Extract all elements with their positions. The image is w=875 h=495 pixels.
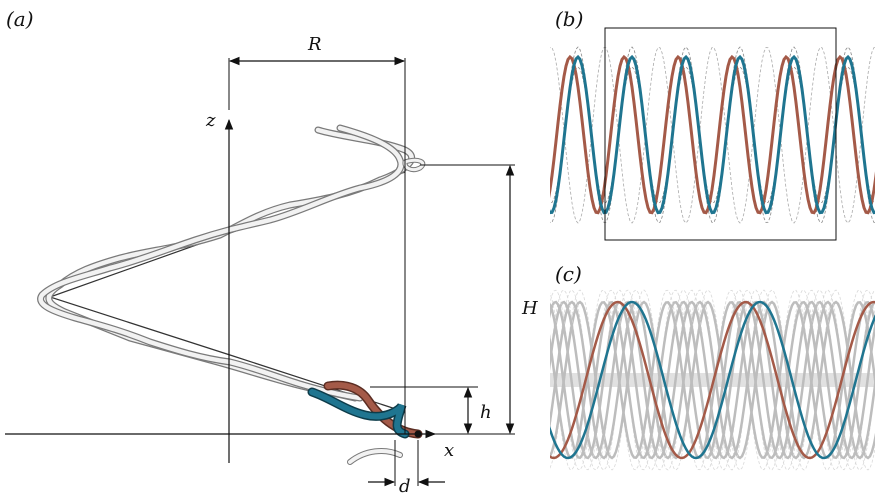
- gray-strand: [550, 300, 875, 460]
- gray-strand: [550, 300, 875, 460]
- brown-wave: [550, 300, 875, 460]
- panel-a: (a) x z: [5, 7, 538, 495]
- panel-b: (b): [550, 7, 875, 241]
- panel-b-label: (b): [555, 7, 583, 31]
- gray-strand: [550, 300, 875, 460]
- gray-envelope: [550, 289, 875, 471]
- brown-wave: [550, 54, 875, 215]
- panel-c-label: (c): [555, 262, 582, 286]
- origin-point: [414, 430, 422, 438]
- h-pitch-label: H: [521, 298, 538, 319]
- r-label: R: [307, 34, 322, 55]
- blue-strand: [309, 389, 408, 437]
- white-twisted-strands: [37, 124, 426, 465]
- envelope-outer-2: [550, 47, 875, 224]
- panel-b-frame: [604, 27, 837, 241]
- x-axis-label: x: [444, 440, 454, 461]
- panel-c: (c): [550, 262, 875, 471]
- gray-envelope: [550, 289, 875, 471]
- blue-wave: [550, 54, 875, 215]
- blue-wave: [550, 300, 875, 460]
- d-label: d: [399, 476, 411, 495]
- panel-c-waves: [550, 289, 875, 471]
- helix-axis-line: [48, 171, 406, 413]
- colored-strand-segment: [307, 380, 423, 439]
- h-small-label: h: [480, 402, 492, 423]
- gray-envelope: [550, 289, 875, 471]
- panel-a-label: (a): [6, 7, 34, 31]
- z-axis-label: z: [205, 110, 216, 131]
- panel-b-waves: [550, 46, 875, 224]
